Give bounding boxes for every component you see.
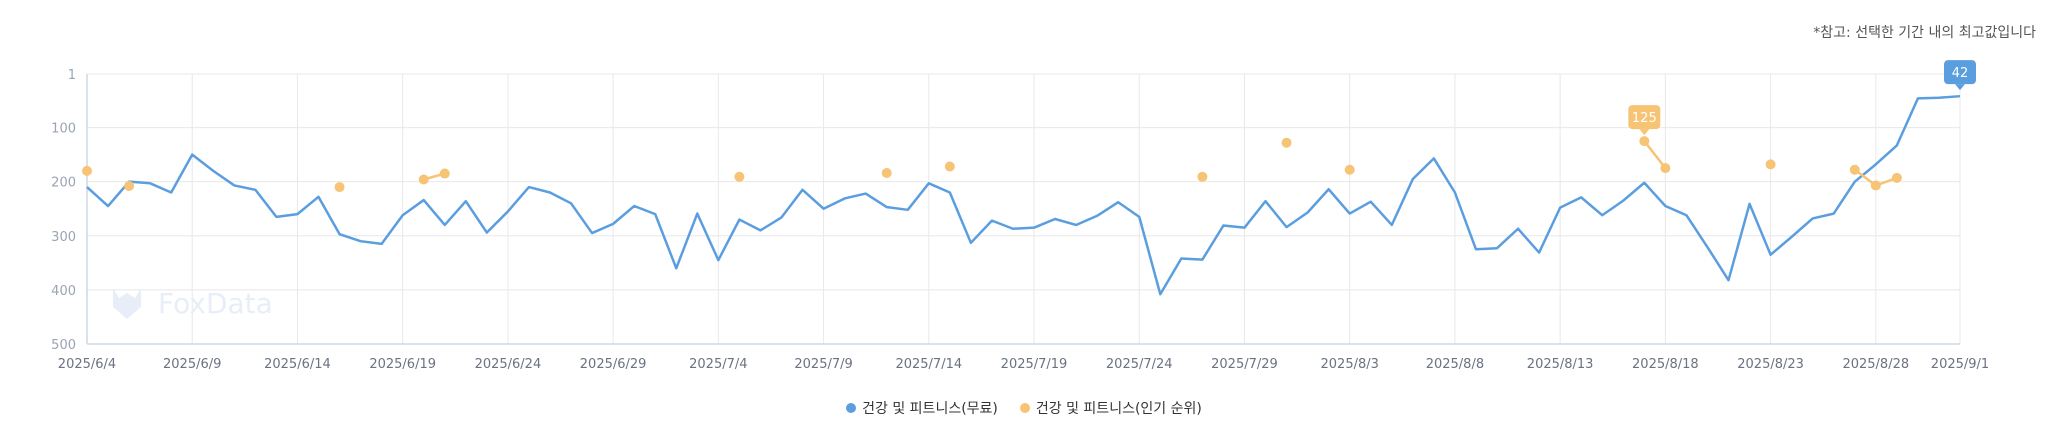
chart-grid [86, 73, 1961, 345]
point-popular [1891, 172, 1902, 183]
x-tick-label: 2025/6/24 [475, 357, 542, 372]
x-tick-label: 2025/9/1 [1931, 357, 1989, 372]
point-popular [1344, 164, 1355, 175]
legend-item-free[interactable]: 건강 및 피트니스(무료) [846, 398, 998, 418]
x-tick-label: 2025/6/29 [580, 357, 647, 372]
x-tick-label: 2025/7/14 [895, 357, 962, 372]
point-popular [124, 181, 135, 192]
y-tick-label: 300 [51, 230, 76, 245]
x-tick-label: 2025/7/24 [1106, 357, 1173, 372]
point-popular [944, 161, 955, 172]
line-free [86, 94, 1961, 296]
point-popular [334, 182, 345, 193]
point-popular [1639, 136, 1650, 147]
callout-pointer [1955, 84, 1965, 91]
x-tick-label: 2025/6/14 [264, 357, 331, 372]
x-tick-label: 2025/7/29 [1211, 357, 1278, 372]
y-tick-label: 1 [68, 68, 76, 83]
x-tick-label: 2025/7/19 [1001, 357, 1068, 372]
peak-note: *참고: 선택한 기간 내의 최고값입니다 [1813, 25, 2036, 41]
foxdata-watermark: FoxData [158, 287, 273, 320]
x-tick-label: 2025/7/4 [689, 357, 747, 372]
callout-box [1944, 60, 1976, 85]
x-tick-label: 2025/8/23 [1737, 357, 1804, 372]
legend-label-free: 건강 및 피트니스(무료) [862, 401, 998, 417]
callout-label: 42 [1952, 66, 1969, 81]
x-tick-label: 2025/8/28 [1842, 357, 1909, 372]
point-popular [1281, 137, 1292, 148]
callout-box [1628, 105, 1661, 130]
chart-legend: 건강 및 피트니스(무료) 건강 및 피트니스(인기 순위) [0, 398, 2048, 418]
x-tick-label: 2025/8/8 [1426, 357, 1484, 372]
legend-item-popular[interactable]: 건강 및 피트니스(인기 순위) [1019, 398, 1202, 418]
point-popular [1660, 163, 1671, 174]
x-tick-label: 2025/6/4 [58, 357, 116, 372]
callout-pointer [1639, 129, 1650, 136]
point-popular [1849, 164, 1860, 175]
y-tick-label: 500 [51, 338, 76, 353]
y-tick-label: 400 [51, 284, 76, 299]
point-popular [1197, 171, 1208, 182]
rank-chart: FoxData 1 100 200 300 400 500 2025/6/4 2025/6/9… [51, 60, 1989, 372]
x-tick-label: 2025/7/9 [794, 357, 852, 372]
point-popular [439, 168, 450, 179]
point-popular [734, 171, 745, 182]
x-tick-label: 2025/8/18 [1632, 357, 1699, 372]
x-tick-label: 2025/6/9 [163, 357, 221, 372]
point-popular [82, 165, 92, 176]
x-tick-label: 2025/8/3 [1321, 357, 1379, 372]
y-tick-label: 200 [51, 176, 76, 191]
y-tick-label: 100 [51, 122, 76, 137]
point-popular [1870, 180, 1881, 191]
foxdata-logo-icon [113, 288, 141, 319]
x-tick-label: 2025/6/19 [369, 357, 436, 372]
point-popular [881, 168, 892, 179]
point-popular [1765, 159, 1776, 170]
callout-label: 125 [1632, 111, 1657, 126]
legend-dot-blue [846, 403, 857, 413]
line-popular [1643, 140, 1667, 169]
point-popular [418, 174, 429, 185]
x-tick-label: 2025/8/13 [1527, 357, 1594, 372]
legend-dot-orange [1019, 403, 1030, 413]
legend-label-popular: 건강 및 피트니스(인기 순위) [1035, 401, 1202, 417]
